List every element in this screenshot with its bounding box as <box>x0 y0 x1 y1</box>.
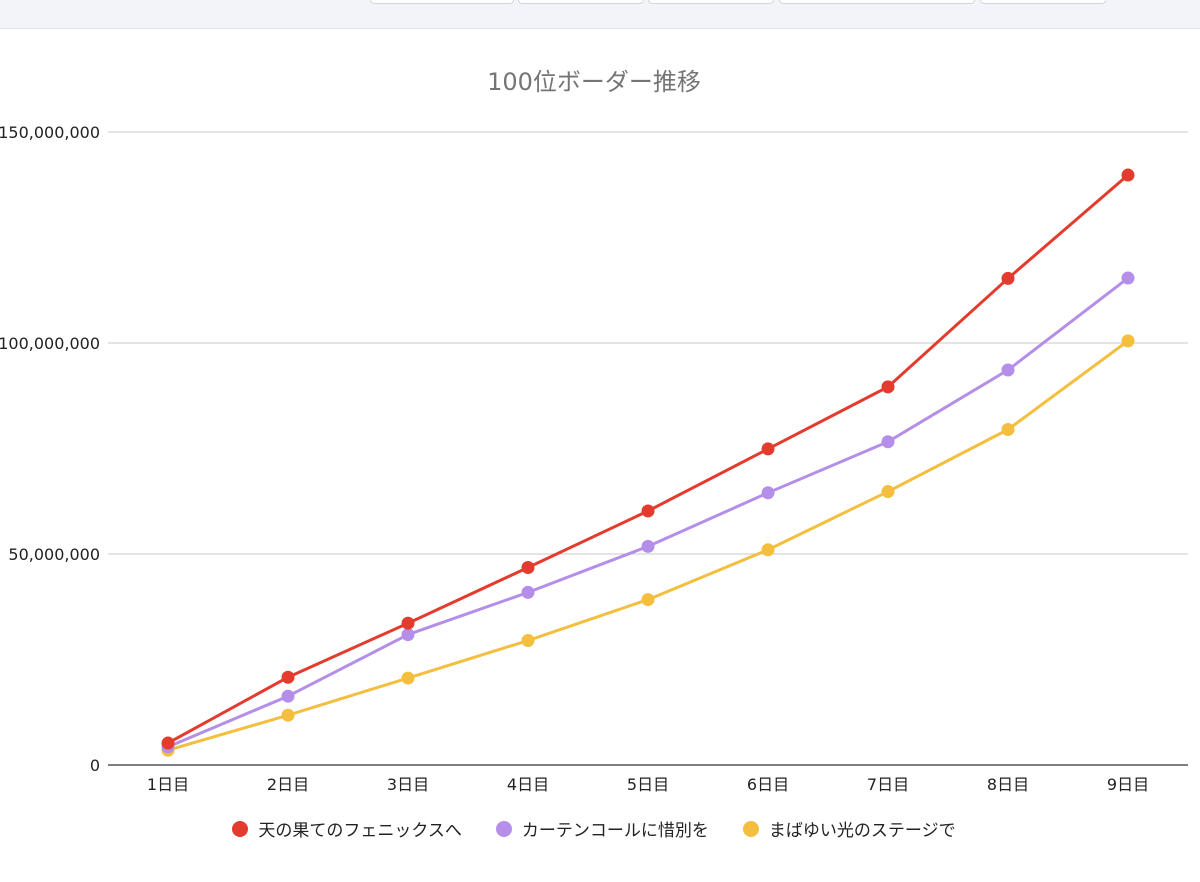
toolbar-strip <box>0 0 1200 29</box>
data-point <box>281 708 295 722</box>
data-point <box>401 671 415 685</box>
data-point <box>161 736 175 750</box>
data-point <box>1121 168 1135 182</box>
x-tick-label: 8日目 <box>987 775 1029 794</box>
data-point <box>761 543 775 557</box>
data-point <box>521 634 535 648</box>
data-point <box>1121 271 1135 285</box>
y-tick-label: 50,000,000 <box>8 545 100 564</box>
data-point <box>401 628 415 642</box>
x-tick-label: 1日目 <box>147 775 189 794</box>
data-point <box>881 485 895 499</box>
chart-legend: 天の果てのフェニックスへ カーテンコールに惜別を まばゆい光のステージで <box>0 816 1188 841</box>
x-tick-label: 3日目 <box>387 775 429 794</box>
data-point <box>1001 363 1015 377</box>
legend-item[interactable]: 天の果てのフェニックスへ <box>232 816 462 841</box>
data-point <box>281 670 295 684</box>
legend-marker-icon <box>232 820 249 837</box>
x-tick-label: 4日目 <box>507 775 549 794</box>
legend-label: まばゆい光のステージで <box>768 821 956 841</box>
data-point <box>281 689 295 703</box>
data-point <box>641 504 655 518</box>
legend-label: 天の果てのフェニックスへ <box>258 821 462 841</box>
y-tick-label: 100,000,000 <box>0 334 100 353</box>
legend-item[interactable]: まばゆい光のステージで <box>742 816 956 841</box>
data-point <box>761 442 775 456</box>
data-point <box>641 593 655 607</box>
chart-title: 100位ボーダー推移 <box>487 68 701 96</box>
x-tick-label: 6日目 <box>747 775 789 794</box>
data-point <box>1001 423 1015 437</box>
x-tick-label: 2日目 <box>267 775 309 794</box>
data-point <box>521 561 535 575</box>
data-point <box>761 486 775 500</box>
y-tick-label: 150,000,000 <box>0 123 100 142</box>
data-point <box>881 435 895 449</box>
data-point <box>1121 334 1135 348</box>
legend-marker-icon <box>742 820 759 837</box>
data-point <box>1001 271 1015 285</box>
legend-item[interactable]: カーテンコールに惜別を <box>495 816 709 841</box>
data-point <box>401 616 415 630</box>
legend-label: カーテンコールに惜別を <box>521 821 709 841</box>
x-tick-label: 9日目 <box>1107 775 1149 794</box>
data-point <box>641 539 655 553</box>
series-line <box>167 173 1129 745</box>
data-point <box>881 380 895 394</box>
y-tick-label: 0 <box>90 756 100 775</box>
x-tick-label: 5日目 <box>627 775 669 794</box>
x-tick-label: 7日目 <box>867 775 909 794</box>
legend-marker-icon <box>495 820 512 837</box>
data-point <box>521 585 535 599</box>
